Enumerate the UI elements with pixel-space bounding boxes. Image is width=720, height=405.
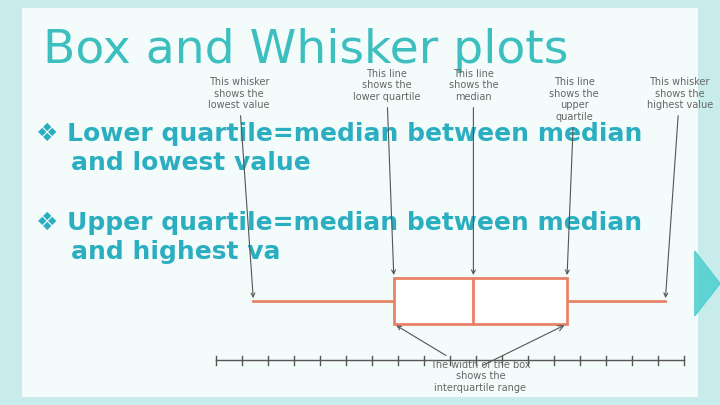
Polygon shape [695, 251, 720, 316]
Text: This line
shows the
upper
quartile: This line shows the upper quartile [549, 77, 599, 274]
Text: This line
shows the
median: This line shows the median [449, 69, 498, 274]
Text: The width of the box
shows the
interquartile range: The width of the box shows the interquar… [397, 326, 531, 393]
Text: ❖ Upper quartile=median between median
    and highest va: ❖ Upper quartile=median between median a… [36, 211, 642, 264]
Text: ❖ Lower quartile=median between median
    and lowest value: ❖ Lower quartile=median between median a… [36, 122, 642, 175]
Text: This line
shows the
lower quartile: This line shows the lower quartile [353, 69, 420, 274]
Bar [394, 278, 567, 324]
Text: This whisker
shows the
lowest value: This whisker shows the lowest value [208, 77, 270, 297]
Text: Box and Whisker plots: Box and Whisker plots [43, 28, 569, 73]
Text: This whisker
shows the
highest value: This whisker shows the highest value [647, 77, 713, 297]
